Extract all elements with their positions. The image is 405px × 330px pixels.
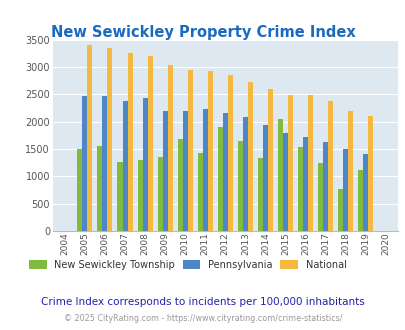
Bar: [137, 160, 142, 231]
Bar: [277, 119, 282, 231]
Bar: [157, 157, 162, 231]
Bar: [337, 189, 342, 231]
Bar: [257, 158, 262, 231]
Bar: [237, 141, 242, 231]
Bar: [77, 149, 82, 231]
Bar: [357, 170, 362, 231]
Bar: [167, 65, 172, 231]
Bar: [117, 162, 122, 231]
Bar: [217, 127, 222, 231]
Bar: [367, 115, 372, 231]
Bar: [107, 49, 112, 231]
Bar: [82, 96, 87, 231]
Bar: [282, 133, 287, 231]
Text: Crime Index corresponds to incidents per 100,000 inhabitants: Crime Index corresponds to incidents per…: [41, 297, 364, 307]
Bar: [147, 56, 152, 231]
Bar: [318, 163, 322, 231]
Bar: [322, 142, 327, 231]
Bar: [342, 149, 347, 231]
Bar: [162, 111, 167, 231]
Text: © 2025 CityRating.com - https://www.cityrating.com/crime-statistics/: © 2025 CityRating.com - https://www.city…: [64, 314, 341, 323]
Bar: [182, 111, 187, 231]
Bar: [177, 139, 182, 231]
Bar: [187, 70, 192, 231]
Bar: [302, 137, 307, 231]
Bar: [97, 146, 102, 231]
Bar: [122, 101, 127, 231]
Bar: [102, 96, 107, 231]
Bar: [307, 95, 312, 231]
Bar: [362, 154, 367, 231]
Bar: [87, 45, 92, 231]
Legend: New Sewickley Township, Pennsylvania, National: New Sewickley Township, Pennsylvania, Na…: [25, 256, 350, 274]
Text: New Sewickley Property Crime Index: New Sewickley Property Crime Index: [51, 25, 354, 40]
Bar: [227, 75, 232, 231]
Bar: [267, 89, 272, 231]
Bar: [347, 111, 352, 231]
Bar: [197, 153, 202, 231]
Bar: [242, 117, 247, 231]
Bar: [222, 113, 227, 231]
Bar: [202, 109, 207, 231]
Bar: [287, 95, 292, 231]
Bar: [127, 53, 132, 231]
Bar: [327, 101, 333, 231]
Bar: [262, 125, 267, 231]
Bar: [297, 147, 302, 231]
Bar: [142, 98, 147, 231]
Bar: [207, 71, 212, 231]
Bar: [247, 82, 252, 231]
